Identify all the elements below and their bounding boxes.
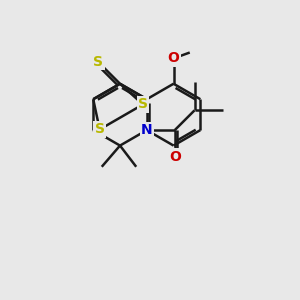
Text: O: O — [168, 51, 179, 65]
Text: S: S — [138, 98, 148, 111]
Text: N: N — [141, 123, 153, 137]
Text: O: O — [169, 150, 181, 164]
Text: S: S — [95, 122, 105, 136]
Text: S: S — [93, 55, 103, 69]
